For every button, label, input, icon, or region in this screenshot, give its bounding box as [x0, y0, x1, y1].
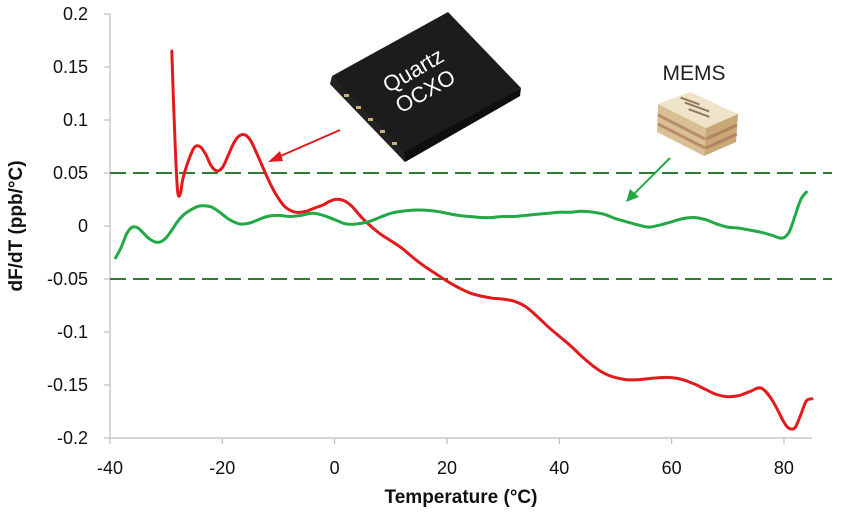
y-tick-label: 0.15	[53, 57, 88, 77]
y-axis-ticks: 0.2 0.15 0.1 0.05 0 -0.05 -0.1 -0.15 -0.2	[47, 4, 110, 448]
y-tick-label: -0.15	[47, 375, 88, 395]
quartz-ocxo-series-line	[170, 49, 814, 431]
y-tick-label: 0.05	[53, 163, 88, 183]
x-axis-label: Temperature (°C)	[385, 487, 538, 508]
mems-callout-label: MEMS	[663, 62, 726, 85]
quartz-ocxo-chip-image: Quartz OCXO	[330, 12, 521, 162]
x-tick-label: 40	[549, 458, 569, 478]
y-tick-label: -0.05	[47, 269, 88, 289]
x-axis-ticks: -40 -20 0 20 40 60 80	[97, 438, 794, 478]
series-group	[114, 49, 814, 431]
x-tick-label: 80	[774, 458, 794, 478]
x-tick-label: 60	[662, 458, 682, 478]
x-tick-label: 0	[330, 458, 340, 478]
mems-series-line	[114, 190, 808, 260]
y-axis-label: dF/dT (ppb/°C)	[6, 160, 27, 291]
y-tick-label: -0.2	[57, 428, 88, 448]
quartz-callout-arrow	[268, 129, 341, 162]
y-tick-label: -0.1	[57, 322, 88, 342]
y-tick-label: 0	[78, 216, 88, 236]
x-tick-label: -40	[97, 458, 123, 478]
mems-chip-image	[657, 92, 738, 156]
x-tick-label: 20	[437, 458, 457, 478]
x-tick-label: -20	[209, 458, 235, 478]
y-tick-label: 0.1	[63, 110, 88, 130]
y-tick-label: 0.2	[63, 4, 88, 24]
reference-lines	[110, 172, 832, 280]
mems-callout-arrow	[626, 157, 671, 202]
